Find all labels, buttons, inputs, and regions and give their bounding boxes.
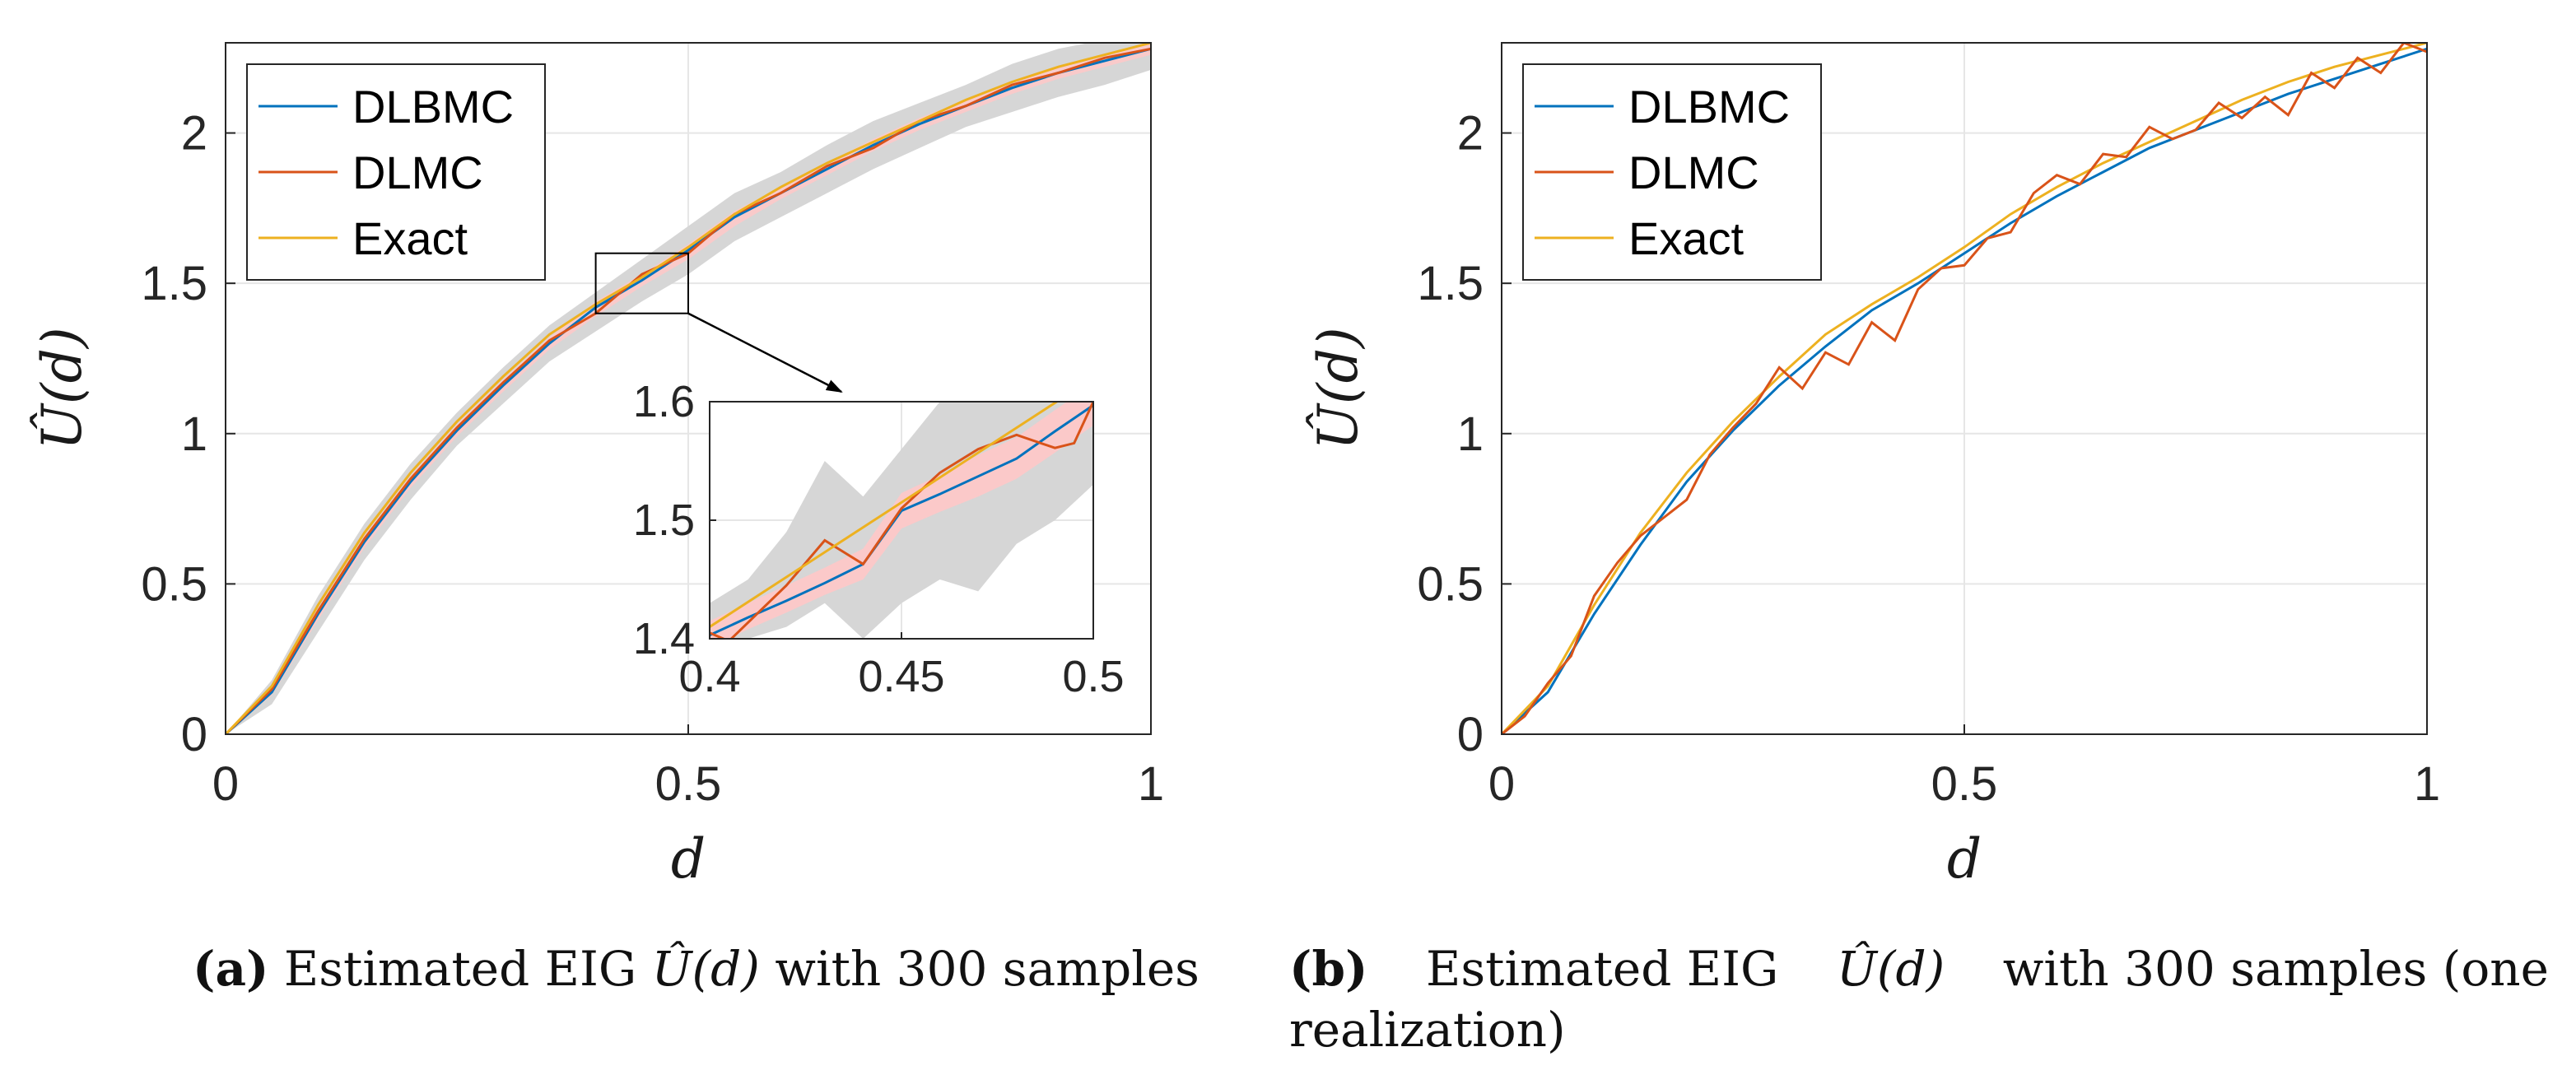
y-tick-label: 1.5 — [633, 496, 695, 545]
y-tick-label: 1.4 — [633, 614, 695, 663]
inset-series-exact — [710, 402, 1060, 628]
x-axis-label-a: d — [671, 827, 706, 891]
y-tick-label: 2 — [1457, 107, 1484, 161]
y-tick-label: 1 — [1457, 407, 1484, 461]
ticks-b: 0 0.5 1 0 0.5 1 1.5 2 — [1417, 107, 2440, 811]
x-tick-label: 0.4 — [678, 652, 740, 701]
caption-text-a-before: Estimated EIG — [283, 941, 637, 997]
caption-text-b-before: Estimated EIG — [1426, 941, 1779, 997]
caption-a: (a) Estimated EIG Û(d) with 300 samples — [193, 938, 1199, 999]
legend-a: DLBMC DLMC Exact — [246, 63, 546, 281]
x-tick-label: 1 — [2414, 757, 2440, 811]
caption-text-b-line2: realization) — [1289, 1002, 1566, 1058]
inset-ticks: 0.4 0.45 0.5 1.4 1.5 1.6 — [633, 377, 1125, 701]
legend-b: DLBMC DLMC Exact — [1522, 63, 1822, 281]
x-tick-label: 0 — [212, 757, 239, 811]
series-dlmc-b — [1502, 43, 2427, 734]
legend-label-exact-a: Exact — [352, 212, 468, 264]
caption-tag-a: (a) — [193, 941, 269, 997]
legend-label-dlbmc-b: DLBMC — [1628, 81, 1790, 133]
y-tick-label: 0 — [1457, 708, 1484, 761]
x-tick-label: 0.5 — [1931, 757, 1998, 811]
series-exact-b — [1502, 43, 2427, 734]
inset-series-dlbmc — [710, 404, 1093, 637]
zoom-arrow — [687, 312, 843, 393]
y-tick-label: 0 — [181, 708, 207, 761]
caption-tag-b: (b) — [1289, 941, 1368, 997]
x-tick-label: 0.5 — [655, 757, 722, 811]
inset-band-inner — [710, 402, 1093, 639]
legend-label-dlbmc-a: DLBMC — [352, 81, 514, 133]
x-tick-label: 1 — [1138, 757, 1164, 811]
y-tick-label: 0.5 — [1417, 557, 1484, 611]
inset-plot: 0.4 0.45 0.5 1.4 1.5 1.6 — [633, 377, 1125, 701]
y-tick-label: 1.5 — [1417, 257, 1484, 310]
chart-panel-a: 0 0.5 1 0 0.5 1 1.5 2 0.4 0.45 0.5 1.4 1.5 1.6 DLBMC — [30, 42, 1164, 891]
ticks-a: 0 0.5 1 0 0.5 1 1.5 2 — [141, 107, 1164, 811]
x-axis-label-b: d — [1947, 827, 1982, 891]
y-tick-label: 2 — [181, 107, 207, 161]
caption-b-line1: (b) Estimated EIG Û(d) with 300 samples … — [1289, 938, 2549, 999]
series-exact-a — [226, 43, 1151, 734]
series-dlbmc-a — [226, 47, 1151, 734]
legend-label-dlmc-a: DLMC — [352, 147, 483, 198]
x-tick-label: 0 — [1488, 757, 1515, 811]
caption-math-a: Û(d) — [651, 941, 760, 997]
y-axis-label-a: Û(d) — [30, 327, 94, 449]
chart-panel-b: 0 0.5 1 0 0.5 1 1.5 2 DLBMC DLMC Exact d Û(d) — [1307, 42, 2440, 891]
zoom-box — [594, 252, 689, 314]
legend-label-exact-b: Exact — [1628, 212, 1744, 264]
y-tick-label: 1.5 — [141, 257, 207, 310]
caption-text-a-after: with 300 samples — [775, 941, 1199, 997]
caption-math-b: Û(d) — [1836, 941, 1945, 997]
x-tick-label: 0.5 — [1062, 652, 1124, 701]
y-tick-label: 1.6 — [633, 377, 695, 426]
y-tick-label: 0.5 — [141, 557, 207, 611]
y-axis-label-b: Û(d) — [1307, 327, 1370, 449]
caption-text-b-after: with 300 samples (one — [2002, 941, 2549, 997]
caption-b: (b) Estimated EIG Û(d) with 300 samples … — [1289, 938, 2549, 1060]
legend-label-dlmc-b: DLMC — [1628, 147, 1759, 198]
y-tick-label: 1 — [181, 407, 207, 461]
x-tick-label: 0.45 — [858, 652, 944, 701]
